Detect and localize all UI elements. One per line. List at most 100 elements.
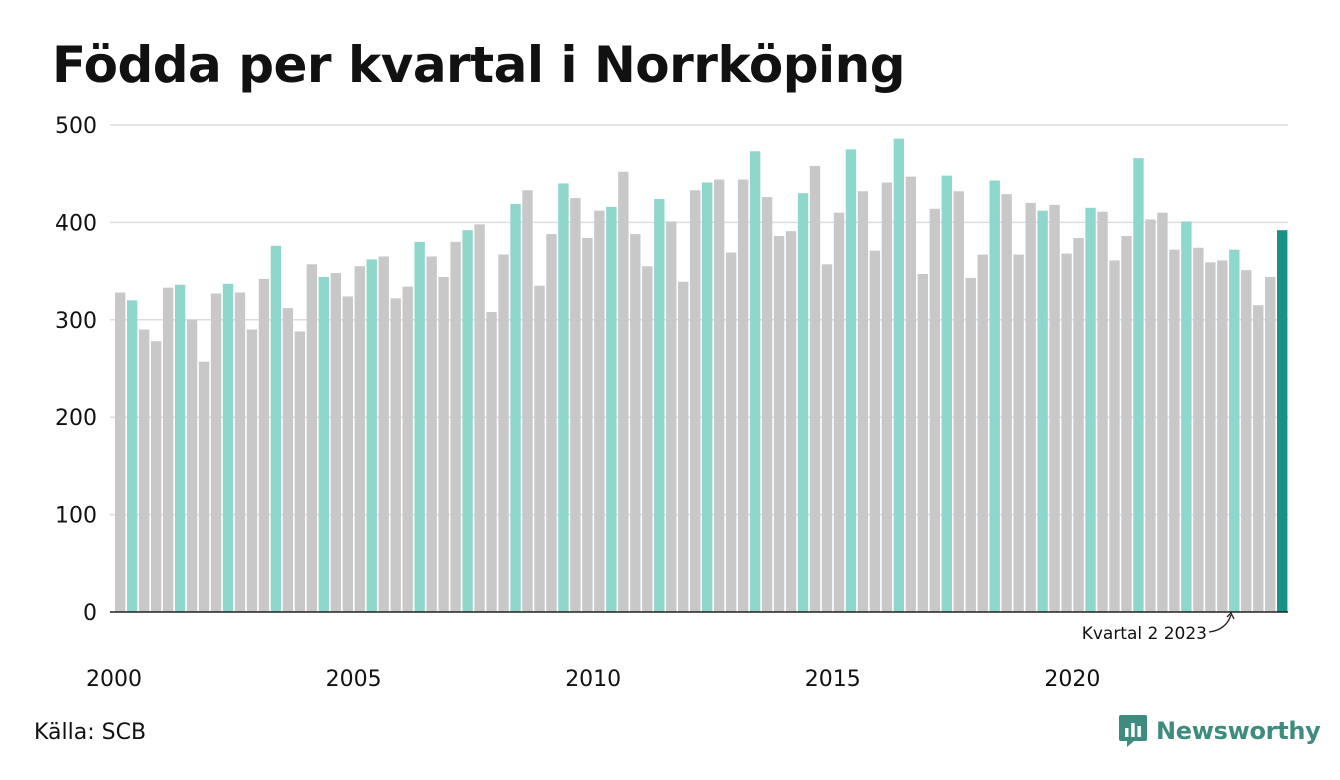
bar-2019-k4 [1061,253,1072,612]
bar-2022-k1 [1169,249,1180,613]
bar-2004-k1 [306,264,318,612]
bar-2000-k2 [126,300,138,612]
bar-2005-k3 [378,256,389,612]
bar-2015-k3 [857,191,869,613]
latest-annotation: Kvartal 2 2023 [1082,611,1235,644]
bar-2021-k1 [1121,236,1132,613]
bar-2020-k2 [1085,207,1096,613]
bar-2021-k3 [1145,219,1156,613]
bar-2024-k2 [1277,230,1288,612]
bars [115,138,1288,613]
bar-2006-k2 [414,241,425,612]
bar-2004-k2 [318,276,330,612]
bar-2023-k4 [1253,305,1264,612]
annotation-arrowhead [1226,611,1235,620]
bar-2008-k2 [510,203,521,612]
bar-2017-k2 [941,175,952,612]
y-tick-label: 400 [55,211,97,236]
bar-2018-k1 [977,254,988,613]
bar-2015-k1 [833,212,845,612]
bar-2012-k4 [725,252,737,612]
bar-2023-k2 [1229,249,1240,613]
bar-2004-k4 [342,296,353,612]
bar-2005-k2 [366,259,377,612]
newsworthy-logo-icon [1119,715,1147,747]
bar-2014-k3 [809,165,821,612]
bar-2018-k4 [1013,254,1024,613]
bar-2023-k1 [1217,260,1228,612]
bar-2023-k3 [1241,270,1252,612]
bar-2015-k2 [845,149,857,612]
bar-2001-k2 [174,284,186,612]
bar-2011-k1 [642,266,653,612]
bar-2015-k4 [869,250,881,612]
bar-2016-k4 [917,274,929,612]
bar-2008-k1 [498,254,509,613]
bar-2008-k4 [534,285,545,612]
bar-2010-k1 [594,210,605,612]
x-tick-label: 2020 [1044,667,1100,692]
bar-2012-k2 [702,182,713,612]
bar-2018-k3 [1001,194,1012,612]
bar-2005-k1 [354,266,365,612]
x-tick-label: 2005 [326,667,382,692]
bar-2010-k2 [606,206,617,612]
bar-2011-k2 [654,199,665,612]
x-tick-label: 2010 [565,667,621,692]
bar-2012-k1 [690,190,701,612]
y-tick-label: 0 [83,601,97,626]
bar-2011-k3 [666,221,677,612]
bar-2003-k2 [270,245,282,612]
bar-2022-k3 [1193,247,1204,612]
annotation-arrow [1208,614,1232,633]
bar-2012-k3 [713,179,725,613]
bar-2014-k1 [785,231,797,613]
bar-2017-k1 [929,208,940,612]
y-tick-label: 200 [55,406,97,431]
bar-2019-k3 [1049,204,1060,612]
bar-2013-k3 [761,197,773,612]
bar-2017-k4 [965,277,976,612]
bar-2006-k4 [438,276,449,612]
bar-2021-k2 [1133,158,1144,612]
brand-logo: Newsworthy [1118,714,1321,748]
bar-2006-k3 [426,256,437,612]
bar-2000-k4 [150,341,162,612]
bar-2002-k3 [234,292,246,612]
bar-2014-k4 [821,264,833,612]
bar-2009-k1 [546,234,557,612]
y-tick-label: 100 [55,504,97,529]
bar-2009-k4 [582,237,593,613]
bar-2018-k2 [989,180,1000,612]
bar-2024-k1 [1265,276,1276,612]
bar-2010-k4 [630,234,641,612]
bar-2022-k2 [1181,221,1192,612]
bar-2009-k2 [558,183,569,612]
bar-2003-k4 [294,331,306,612]
bar-2007-k1 [450,241,461,612]
bar-2002-k1 [210,293,222,612]
bar-2002-k2 [222,283,234,612]
source-note: Källa: SCB [34,720,147,745]
bar-2014-k2 [797,193,809,612]
bar-2016-k1 [881,182,893,612]
bar-2004-k3 [330,273,342,612]
bar-2017-k3 [953,191,964,613]
annotation-label: Kvartal 2 2023 [1082,624,1207,644]
bar-2010-k3 [618,171,629,612]
bar-2013-k4 [773,236,785,613]
bar-2001-k4 [198,361,210,612]
bar-2013-k2 [749,151,761,613]
bar-2022-k4 [1205,262,1216,612]
y-tick-label: 300 [55,309,97,334]
bar-2008-k3 [522,190,533,612]
bar-2019-k2 [1037,210,1048,612]
x-axis-ticks: 2000 2005 2010 2015 2020 [86,667,1100,692]
x-tick-label: 2000 [86,667,142,692]
bar-2002-k4 [246,329,258,612]
bar-2006-k1 [402,286,413,612]
bar-2001-k3 [186,319,198,612]
bar-2003-k3 [282,308,294,612]
bar-2007-k3 [474,224,485,612]
